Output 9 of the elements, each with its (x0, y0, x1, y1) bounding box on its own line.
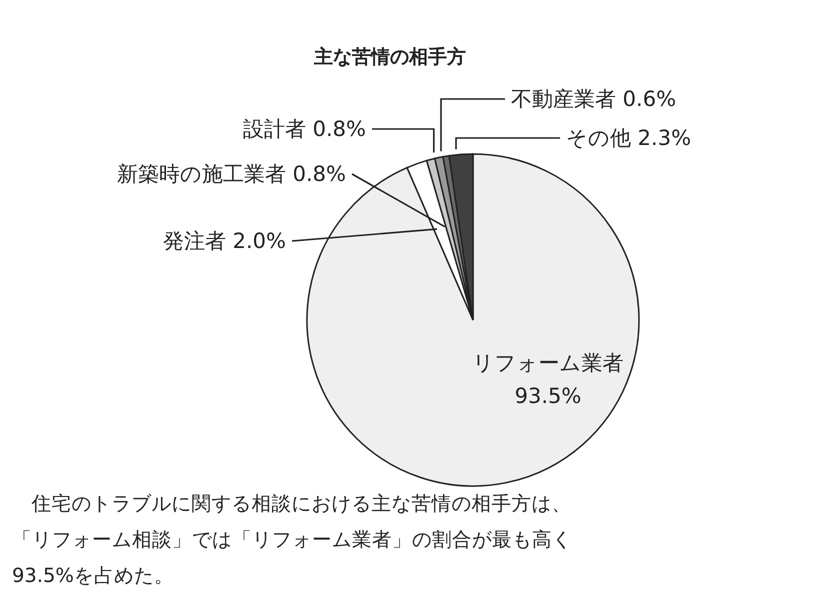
slice-label: 設計者 0.8% (242, 117, 366, 141)
slice-label: その他 2.3% (566, 126, 692, 150)
slice-label: 発注者 2.0% (162, 229, 286, 253)
slice-label: 不動産業者 0.6% (511, 87, 676, 111)
chart-title: 主な苦情の相手方 (313, 46, 466, 68)
slice-label: 新築時の施工業者 0.8% (116, 162, 346, 186)
slice-label: リフォーム業者 (472, 351, 624, 375)
data-label: 93.5% (514, 384, 582, 408)
text: 住宅のトラブルに関する相談における主な苦情の相手方は、「リフォーム相談」では「リフォーム業者」の割合が最も高く93.5%を占めた。 (12, 491, 572, 589)
